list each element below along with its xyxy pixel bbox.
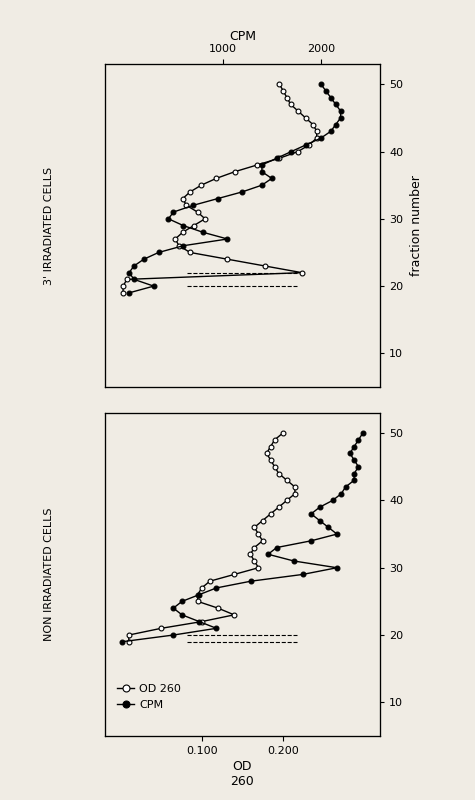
Text: 3' IRRADIATED CELLS: 3' IRRADIATED CELLS: [44, 166, 55, 285]
Text: NON IRRADIATED CELLS: NON IRRADIATED CELLS: [44, 508, 55, 642]
Y-axis label: fraction number: fraction number: [410, 175, 423, 276]
X-axis label: OD
260: OD 260: [230, 760, 254, 788]
X-axis label: CPM: CPM: [229, 30, 256, 43]
Legend: OD 260, CPM: OD 260, CPM: [113, 680, 186, 714]
